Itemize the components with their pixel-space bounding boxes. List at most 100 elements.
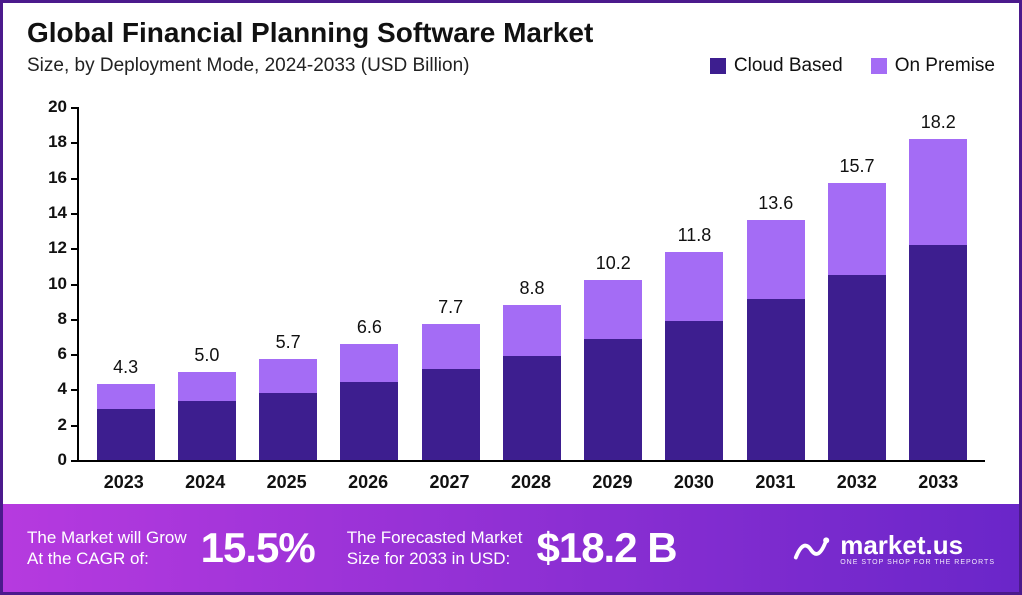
x-tick-label: 2027 [409, 462, 490, 504]
bar-column: 18.2 [898, 107, 979, 460]
bar-total-label: 13.6 [758, 193, 793, 214]
x-tick-label: 2024 [164, 462, 245, 504]
bar-segment-cloud [97, 409, 155, 460]
x-tick-label: 2028 [490, 462, 571, 504]
subtitle-row: Size, by Deployment Mode, 2024-2033 (USD… [27, 55, 995, 77]
y-tick [71, 389, 79, 391]
bar-column: 5.7 [248, 107, 329, 460]
y-tick-label: 12 [48, 238, 67, 258]
bar-column: 5.0 [166, 107, 247, 460]
bar-column: 7.7 [410, 107, 491, 460]
content-area: Global Financial Planning Software Marke… [3, 3, 1019, 504]
bar-segment-on-premise [584, 280, 642, 339]
bar-total-label: 18.2 [921, 112, 956, 133]
y-tick [71, 107, 79, 109]
bar-segment-cloud [747, 299, 805, 460]
y-tick [71, 142, 79, 144]
bar-segment-on-premise [178, 372, 236, 401]
x-tick-label: 2026 [327, 462, 408, 504]
footer-cagr-block: The Market will Grow At the CAGR of: 15.… [27, 524, 315, 572]
bar-total-label: 5.0 [194, 345, 219, 366]
bar-segment-on-premise [97, 384, 155, 409]
chart-title: Global Financial Planning Software Marke… [27, 17, 995, 49]
bar-segment-on-premise [340, 344, 398, 383]
bar-segment-on-premise [665, 252, 723, 321]
x-tick-label: 2033 [898, 462, 979, 504]
legend-item-premise: On Premise [871, 55, 995, 77]
chart-card: Global Financial Planning Software Marke… [0, 0, 1022, 595]
bar-segment-cloud [503, 356, 561, 460]
footer-size-block: The Forecasted Market Size for 2033 in U… [347, 524, 677, 572]
brand-icon [792, 529, 830, 567]
x-tick-label: 2023 [83, 462, 164, 504]
y-tick [71, 354, 79, 356]
x-axis-labels: 2023202420252026202720282029203020312032… [77, 462, 985, 504]
bar-total-label: 10.2 [596, 253, 631, 274]
chart-subtitle: Size, by Deployment Mode, 2024-2033 (USD… [27, 55, 470, 77]
brand-text: market.us ONE STOP SHOP FOR THE REPORTS [840, 530, 995, 566]
y-tick-label: 8 [58, 309, 67, 329]
plot: 4.35.05.76.67.78.810.211.813.615.718.2 0… [77, 107, 985, 462]
bar-column: 6.6 [329, 107, 410, 460]
y-tick-label: 10 [48, 274, 67, 294]
bar-segment-cloud [584, 339, 642, 460]
y-tick-label: 6 [58, 344, 67, 364]
y-tick [71, 213, 79, 215]
footer-size-line2: Size for 2033 in USD: [347, 548, 523, 569]
bar-column: 4.3 [85, 107, 166, 460]
bar-total-label: 8.8 [519, 278, 544, 299]
brand-block: market.us ONE STOP SHOP FOR THE REPORTS [792, 529, 995, 567]
y-tick [71, 248, 79, 250]
x-tick-label: 2025 [246, 462, 327, 504]
bar-segment-on-premise [909, 139, 967, 245]
bar-segment-cloud [828, 275, 886, 460]
footer-size-text: The Forecasted Market Size for 2033 in U… [347, 527, 523, 570]
x-tick-label: 2031 [735, 462, 816, 504]
bar-total-label: 6.6 [357, 317, 382, 338]
y-tick [71, 178, 79, 180]
y-tick [71, 425, 79, 427]
bar-column: 15.7 [816, 107, 897, 460]
bars-container: 4.3 5.0 5.7 6.6 7.7 8.8 10.2 11.8 13.6 15.7 18.2 [79, 107, 985, 460]
legend-swatch-premise [871, 58, 887, 74]
bar-column: 13.6 [735, 107, 816, 460]
footer-cagr-line2: At the CAGR of: [27, 548, 187, 569]
brand-tagline: ONE STOP SHOP FOR THE REPORTS [840, 559, 995, 566]
bar-total-label: 5.7 [276, 332, 301, 353]
legend-item-cloud: Cloud Based [710, 55, 843, 77]
x-tick-label: 2032 [816, 462, 897, 504]
legend-swatch-cloud [710, 58, 726, 74]
y-tick [71, 284, 79, 286]
bar-segment-cloud [340, 382, 398, 460]
y-tick-label: 20 [48, 97, 67, 117]
chart-area: 4.3 5.0 5.7 6.6 7.7 8.8 10.2 11.8 13.6 15.7 18.2 0… [27, 85, 995, 504]
y-tick [71, 319, 79, 321]
bar-column: 10.2 [573, 107, 654, 460]
bar-total-label: 7.7 [438, 297, 463, 318]
bar-segment-on-premise [503, 305, 561, 356]
bar-segment-on-premise [828, 183, 886, 275]
bar-segment-cloud [422, 369, 480, 460]
footer-size-value: $18.2 B [536, 524, 676, 572]
bar-column: 11.8 [654, 107, 735, 460]
bar-total-label: 15.7 [839, 156, 874, 177]
legend-label-premise: On Premise [895, 55, 995, 77]
y-tick-label: 14 [48, 203, 67, 223]
x-tick-label: 2029 [572, 462, 653, 504]
footer-cagr-text: The Market will Grow At the CAGR of: [27, 527, 187, 570]
legend-label-cloud: Cloud Based [734, 55, 843, 77]
footer-size-line1: The Forecasted Market [347, 527, 523, 548]
legend: Cloud Based On Premise [710, 55, 995, 77]
bar-segment-cloud [259, 393, 317, 460]
bar-total-label: 11.8 [678, 225, 712, 246]
bar-segment-cloud [909, 245, 967, 460]
bar-segment-on-premise [422, 324, 480, 369]
bar-total-label: 4.3 [113, 357, 138, 378]
y-tick-label: 4 [58, 379, 67, 399]
y-tick-label: 2 [58, 415, 67, 435]
y-tick-label: 0 [58, 450, 67, 470]
bar-segment-on-premise [747, 220, 805, 299]
x-tick-label: 2030 [653, 462, 734, 504]
footer-banner: The Market will Grow At the CAGR of: 15.… [3, 504, 1019, 592]
bar-segment-cloud [178, 401, 236, 460]
